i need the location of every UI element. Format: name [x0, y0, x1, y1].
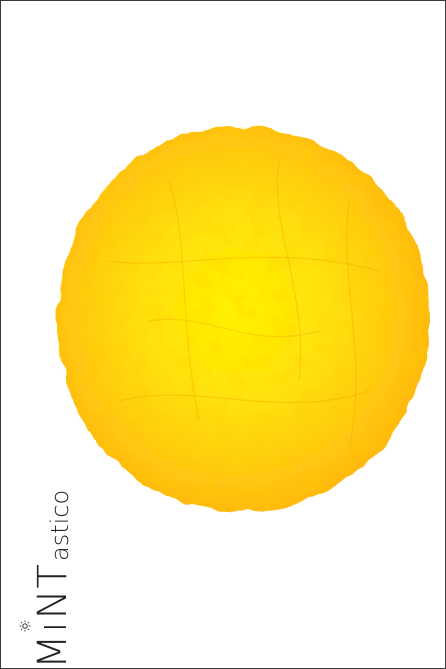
logo-letter-i: ı: [19, 620, 76, 633]
sun-illustration: [56, 126, 431, 512]
sun-image: [49, 121, 435, 517]
logo-letter-i-stem: ı: [30, 620, 76, 633]
logo-letters-nt: NT: [30, 563, 76, 620]
logo-letter-m: M: [30, 633, 76, 669]
brand-logo: M ı NT astico: [19, 489, 76, 669]
sun-bulb-icon: [19, 620, 31, 632]
logo-suffix: astico: [46, 489, 74, 561]
